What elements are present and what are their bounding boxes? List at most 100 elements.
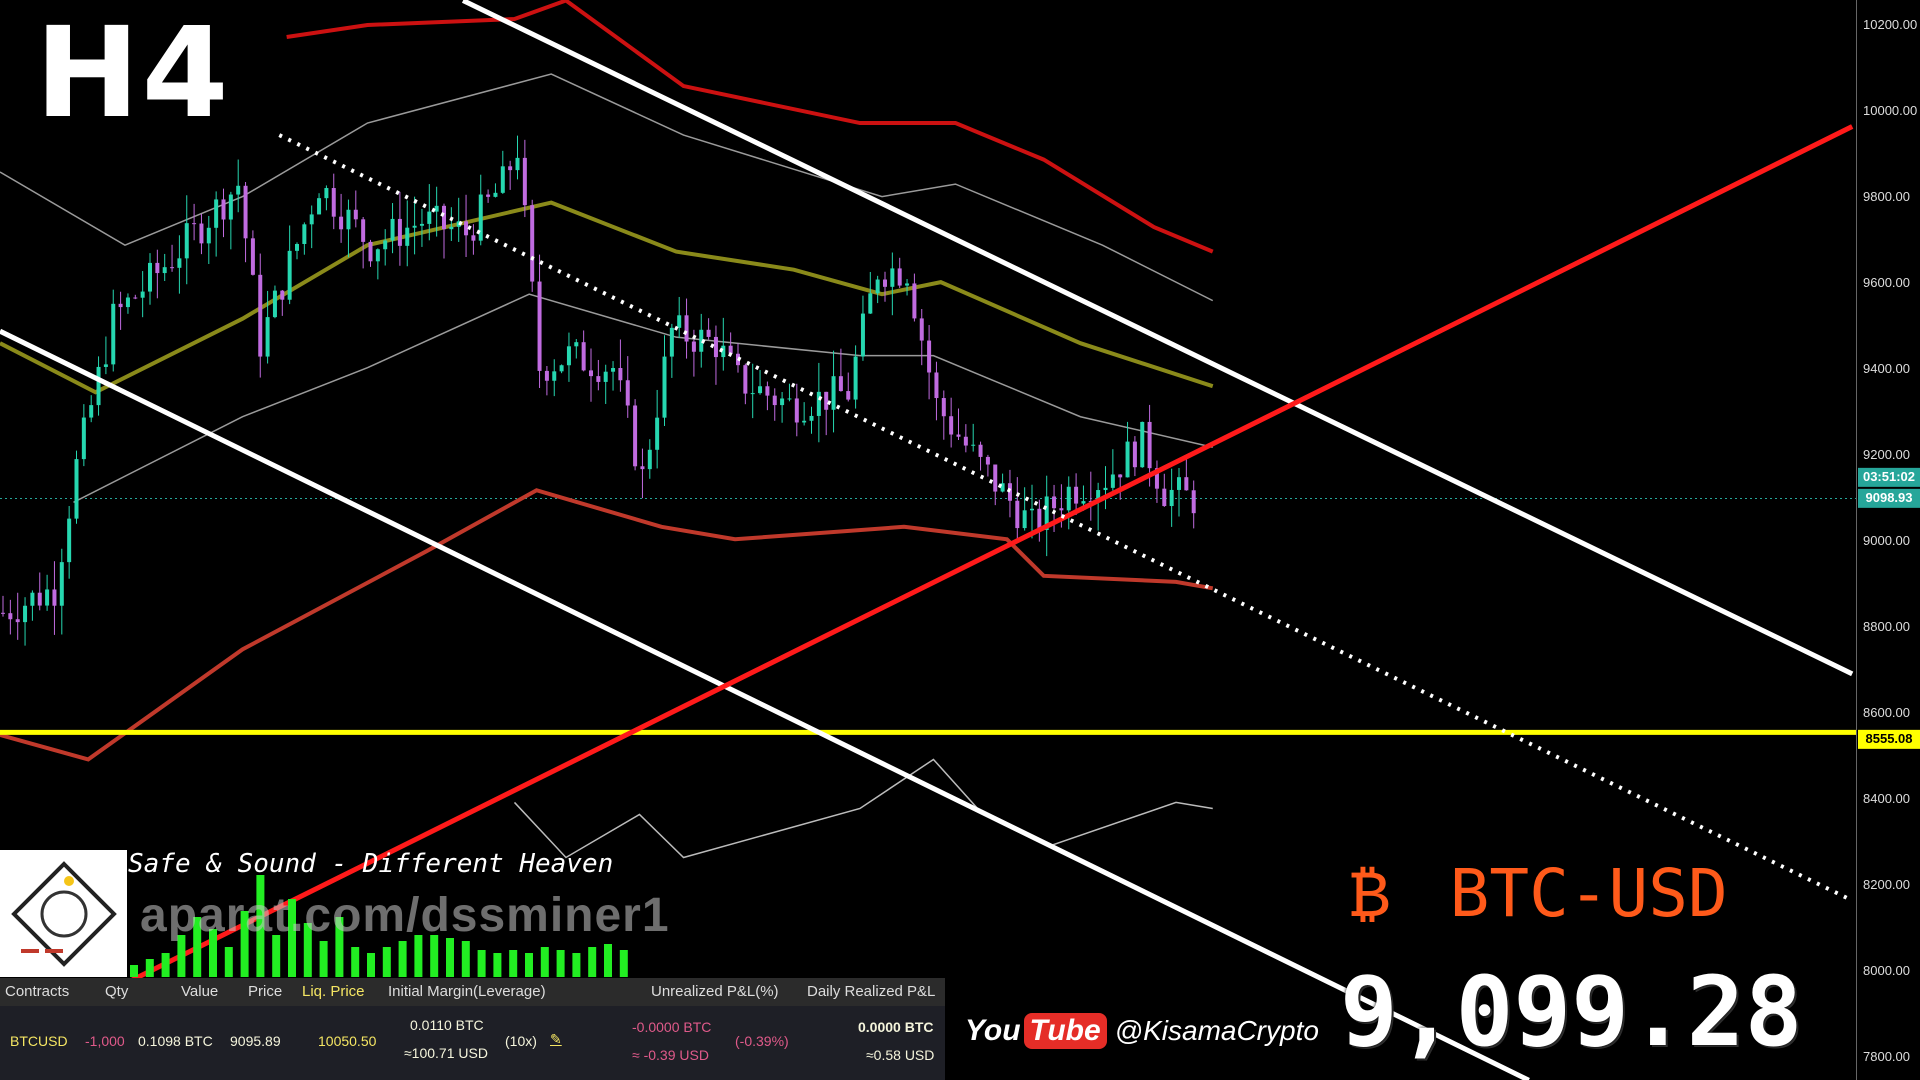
- header-initial-margin[interactable]: Initial Margin(Leverage): [388, 983, 546, 1000]
- margin-usd: ≈100.71 USD: [404, 1045, 488, 1061]
- candle-body: [522, 157, 527, 206]
- candle-body: [353, 209, 358, 220]
- y-tick-label: 8600.00: [1863, 704, 1910, 720]
- candle-body: [860, 313, 865, 357]
- position-row[interactable]: BTCUSD -1,000 0.1098 BTC 9095.89 10050.5…: [0, 1006, 945, 1080]
- volume-bar: [161, 953, 170, 977]
- volume-bar: [303, 923, 312, 977]
- candle-body: [442, 205, 446, 230]
- header-liq-price[interactable]: Liq. Price: [302, 983, 365, 1000]
- candle-body: [1177, 477, 1181, 490]
- trendline-channel-upper: [461, 0, 1854, 677]
- candle-body: [177, 258, 182, 268]
- candle-body: [125, 297, 130, 308]
- logo-icon: [10, 860, 117, 967]
- contract-symbol[interactable]: BTCUSD: [10, 1033, 68, 1049]
- candle-countdown-tag: 03:51:02: [1858, 468, 1920, 487]
- candle-body: [581, 342, 586, 371]
- candle-body: [1125, 441, 1130, 478]
- volume-bar: [130, 965, 138, 977]
- candle-body: [427, 211, 432, 224]
- header-daily-realized-pnl[interactable]: Daily Realized P&L: [807, 983, 936, 1000]
- candle-body: [691, 341, 696, 352]
- volume-bar: [430, 935, 439, 977]
- timeframe-label: H4: [35, 1, 231, 146]
- candle-body: [662, 356, 667, 418]
- candle-body: [912, 283, 917, 319]
- candle-body: [816, 391, 821, 416]
- candle-body: [15, 619, 20, 623]
- candle-body: [486, 194, 491, 197]
- volume-bar: [382, 947, 391, 977]
- candle-body: [949, 416, 954, 435]
- youtube-tube: Tube: [1023, 1013, 1107, 1049]
- candle-body: [640, 466, 645, 470]
- candle-body: [934, 372, 939, 399]
- volume-bar: [288, 899, 296, 977]
- current-price-tag: 9098.93: [1858, 489, 1920, 508]
- rpnl-btc: 0.0000 BTC: [858, 1019, 934, 1035]
- candle-body: [37, 592, 42, 606]
- y-tick-label: 9800.00: [1863, 188, 1910, 204]
- candle-body: [1132, 441, 1137, 468]
- price-axis[interactable]: 10200.00 10000.00 9800.00 9600.00 9400.00 920…: [1856, 0, 1920, 1080]
- candle-body: [603, 371, 608, 382]
- y-tick-label: 8400.00: [1863, 790, 1910, 806]
- candle-body: [206, 227, 211, 244]
- header-price[interactable]: Price: [248, 983, 283, 1000]
- pencil-icon[interactable]: ✎: [550, 1031, 562, 1047]
- youtube-credit: You Tube @KisamaCrypto: [965, 1013, 1319, 1049]
- header-value[interactable]: Value: [181, 983, 219, 1000]
- candle-body: [1110, 474, 1115, 488]
- candle-body: [684, 315, 689, 342]
- candle-body: [45, 589, 50, 606]
- candle-body: [30, 592, 35, 606]
- candle-body: [802, 420, 807, 423]
- header-contracts[interactable]: Contracts: [5, 983, 70, 1000]
- candle-body: [199, 223, 204, 244]
- band-lower: [73, 293, 1213, 503]
- candle-body: [287, 250, 292, 300]
- candle-body: [471, 235, 476, 241]
- candle-body: [530, 205, 535, 282]
- candle-body: [383, 240, 388, 250]
- candle-body: [809, 415, 814, 421]
- candle-body: [419, 223, 424, 226]
- y-tick-label: 9600.00: [1863, 274, 1910, 290]
- candle-body: [633, 405, 638, 467]
- candle-body: [1030, 508, 1034, 511]
- y-tick-label: 10200.00: [1863, 16, 1918, 32]
- band-middle: [0, 200, 1214, 395]
- candle-body: [1052, 496, 1057, 509]
- candle-body: [765, 386, 770, 396]
- candle-body: [23, 605, 28, 623]
- candle-body: [883, 279, 887, 287]
- candle-body: [111, 303, 116, 365]
- candle-body: [1059, 508, 1064, 511]
- candle-body: [214, 199, 219, 228]
- candle-body: [589, 370, 593, 377]
- candle-body: [655, 417, 660, 450]
- candle-body: [1184, 477, 1189, 491]
- candle-body: [927, 340, 932, 373]
- y-tick-label: 8800.00: [1863, 618, 1910, 634]
- header-qty[interactable]: Qty: [105, 983, 129, 1000]
- candle-body: [993, 464, 998, 492]
- position-value: 0.1098 BTC: [138, 1033, 213, 1049]
- y-tick-label: 9400.00: [1863, 360, 1910, 376]
- candle-body: [228, 194, 233, 220]
- candle-body: [559, 365, 564, 372]
- candle-body: [375, 249, 380, 262]
- price-chart[interactable]: [0, 0, 1856, 1080]
- candle-body: [1191, 490, 1196, 514]
- candle-body: [1081, 501, 1086, 504]
- candle-body: [361, 219, 366, 242]
- candle-body: [750, 393, 755, 395]
- volume-bar: [572, 953, 581, 977]
- header-unrealized-pnl[interactable]: Unrealized P&L(%): [651, 983, 779, 1000]
- volume-bar: [493, 953, 502, 977]
- candle-body: [324, 188, 329, 199]
- volume-bar: [240, 911, 249, 977]
- candle-body: [434, 205, 439, 212]
- candle-body: [713, 336, 718, 358]
